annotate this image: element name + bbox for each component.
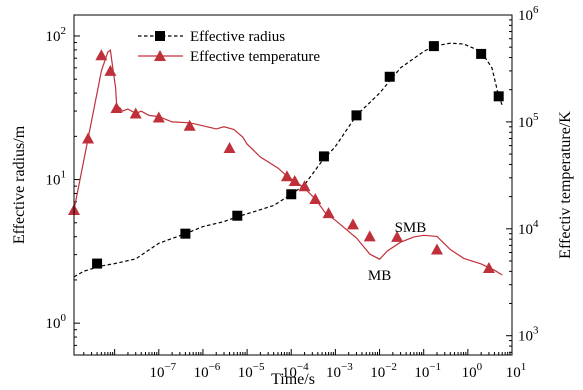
data-point-triangle [104, 64, 117, 76]
plot-frame [73, 14, 513, 356]
data-point-triangle [280, 170, 293, 182]
data-point-triangle [152, 111, 165, 123]
series-line [73, 48, 503, 276]
y-tick-label-left: 102 [46, 25, 67, 45]
data-point-square [318, 151, 329, 162]
y-tick-label-right: 103 [518, 325, 539, 345]
legend-marker-triangle [154, 50, 166, 61]
data-point-triangle [129, 107, 142, 119]
y-tick-label-right: 106 [518, 4, 539, 24]
x-tick-label: 10−3 [326, 361, 353, 381]
y-axis-label-left: Effective radius/m [11, 125, 28, 244]
series-layer [68, 41, 504, 278]
data-point-square [180, 228, 191, 239]
series-line [73, 42, 503, 278]
data-point-square [384, 71, 395, 82]
x-tick-label: 101 [506, 361, 527, 381]
x-tick-label: 10−2 [370, 361, 397, 381]
data-point-triangle [95, 49, 108, 61]
data-point-triangle [183, 119, 196, 131]
x-tick-label: 10−7 [149, 361, 176, 381]
y-axis-label-right: Effectiv temperature/K [557, 111, 574, 259]
x-tick-label: 100 [462, 361, 483, 381]
annotation-label: MB [368, 268, 391, 284]
x-tick-label: 10−4 [282, 361, 309, 381]
data-point-square [92, 258, 103, 269]
y-tick-label-right: 104 [518, 218, 539, 238]
y-tick-label-left: 100 [46, 312, 67, 332]
annotation-label: SMB [395, 220, 427, 236]
legend-marker-square [155, 31, 165, 41]
data-point-triangle [346, 218, 359, 230]
annotations: MB SMB [368, 220, 426, 284]
data-point-triangle [223, 142, 236, 154]
data-point-triangle [309, 193, 322, 205]
y-tick-label-left: 101 [46, 169, 67, 189]
data-point-triangle [391, 230, 404, 242]
y-tick-label-right: 105 [518, 111, 539, 131]
legend-label: Effective radius [190, 29, 285, 45]
legend: Effective radius Effective temperature [138, 29, 320, 65]
data-point-square [476, 48, 487, 59]
data-point-square [286, 189, 297, 200]
data-point-triangle [322, 207, 335, 219]
data-point-square [428, 41, 439, 52]
data-point-triangle [110, 101, 123, 113]
data-point-square [351, 110, 362, 121]
data-point-triangle [363, 230, 376, 242]
x-tick-label: 10−6 [194, 361, 221, 381]
data-point-square [493, 91, 504, 102]
data-point-square [232, 210, 243, 221]
data-point-triangle [288, 175, 301, 187]
data-point-triangle [298, 180, 311, 192]
legend-label: Effective temperature [190, 49, 320, 65]
x-tick-label: 10−5 [238, 361, 265, 381]
data-point-triangle [430, 243, 443, 255]
x-tick-label: 10−1 [414, 361, 441, 381]
data-point-triangle [482, 261, 495, 273]
axis-labels: Time/s Effective radius/m Effectiv tempe… [11, 111, 574, 388]
x-axis-label: Time/s [271, 371, 315, 388]
data-point-triangle [82, 132, 95, 144]
